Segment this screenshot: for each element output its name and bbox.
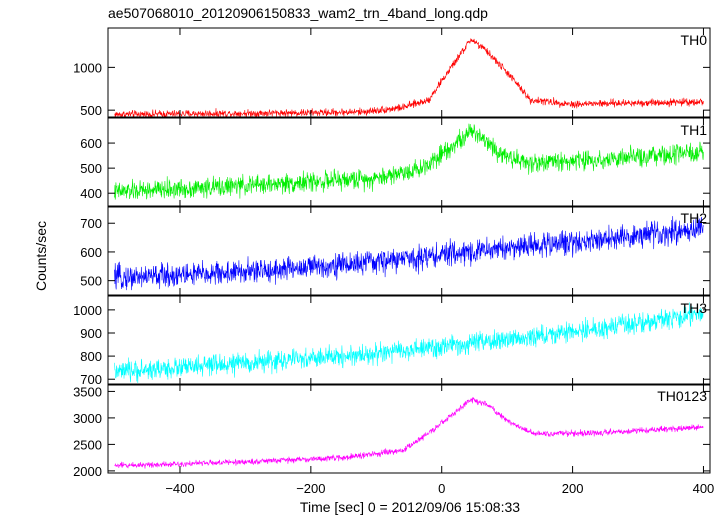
panel-label: TH0 (681, 32, 708, 48)
y-tick-label: 600 (80, 136, 102, 151)
panels: 500 1000 TH0 400 500 600 TH1 500 600 700 TH2 700 800… (73, 27, 711, 479)
x-tick-label: −200 (296, 481, 325, 496)
x-tick-label: 200 (562, 481, 584, 496)
y-tick-label: 700 (80, 216, 102, 231)
series-line-th1 (114, 123, 704, 200)
series-line-th0 (114, 38, 704, 117)
panel-frame (107, 205, 711, 296)
panel-th0123: 2000 2500 3000 3500 TH0123 (73, 383, 711, 479)
panel-label: TH1 (681, 122, 708, 138)
panel-label: TH2 (681, 210, 708, 226)
y-tick-label: 900 (80, 326, 102, 341)
y-tick-label: 2000 (73, 464, 102, 479)
chart-title: ae507068010_20120906150833_wam2_trn_4ban… (108, 5, 488, 21)
series-line-th0123 (114, 397, 704, 469)
y-tick-label: 3500 (73, 384, 102, 399)
panel-th2: 500 600 700 TH2 (80, 205, 711, 296)
x-tick-label: 400 (693, 481, 715, 496)
y-tick-label: 500 (80, 274, 102, 289)
panel-label: TH0123 (657, 388, 707, 404)
y-axis-label: Counts/sec (33, 221, 49, 291)
series-line-th3 (114, 302, 704, 384)
y-tick-label: 400 (80, 186, 102, 201)
y-tick-label: 800 (80, 349, 102, 364)
y-tick-label: 600 (80, 245, 102, 260)
y-tick-label: 500 (80, 103, 102, 118)
y-tick-label: 1000 (73, 60, 102, 75)
y-tick-label: 1000 (73, 303, 102, 318)
x-tick-label: −400 (165, 481, 194, 496)
series-line-th2 (114, 216, 704, 291)
panel-th3: 700 800 900 1000 TH3 (73, 295, 711, 387)
panel-label: TH3 (681, 300, 708, 316)
y-tick-label: 700 (80, 372, 102, 387)
panel-frame (107, 27, 711, 118)
panel-frame (107, 117, 711, 208)
panel-th0: 500 1000 TH0 (73, 27, 711, 118)
panel-frame (107, 295, 711, 386)
x-axis-label: Time [sec] 0 = 2012/09/06 15:08:33 (300, 499, 520, 515)
y-tick-label: 2500 (73, 437, 102, 452)
panel-frame (107, 383, 711, 474)
y-tick-label: 500 (80, 161, 102, 176)
y-tick-label: 3000 (73, 411, 102, 426)
panel-th1: 400 500 600 TH1 (80, 117, 711, 208)
x-tick-label: 0 (438, 481, 445, 496)
x-axis: −400 −200 0 200 400 (165, 481, 714, 496)
